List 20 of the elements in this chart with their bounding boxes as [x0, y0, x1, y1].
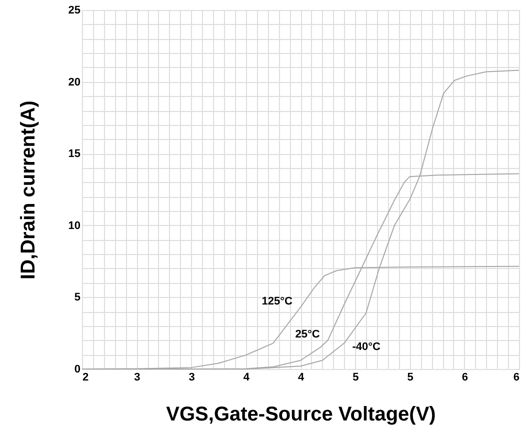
- y-axis-title: ID,Drain current(A): [17, 100, 40, 280]
- x-tick-label: 5: [407, 372, 414, 384]
- y-tick-label: 0: [74, 364, 80, 376]
- x-tick-label: 4: [298, 372, 305, 384]
- y-tick-label: 15: [68, 148, 80, 160]
- x-axis-title: VGS,Gate-Source Voltage(V): [166, 404, 436, 426]
- y-tick-label: 25: [68, 4, 80, 16]
- x-tick-label: 5: [352, 372, 359, 384]
- x-tick-label: 3: [134, 372, 140, 384]
- series-label: -40°C: [352, 341, 380, 354]
- x-tick-label: 4: [243, 372, 250, 384]
- y-tick-label: 10: [68, 220, 80, 232]
- x-tick-label: 6: [513, 372, 520, 384]
- series-label: 125°C: [262, 295, 293, 308]
- x-tick-label: 6: [462, 372, 468, 384]
- y-tick-label: 5: [74, 292, 80, 304]
- series-label: 25°C: [295, 328, 320, 340]
- x-tick-label: 2: [82, 372, 89, 384]
- y-tick-label: 20: [68, 76, 80, 88]
- x-tick-label: 3: [188, 372, 195, 384]
